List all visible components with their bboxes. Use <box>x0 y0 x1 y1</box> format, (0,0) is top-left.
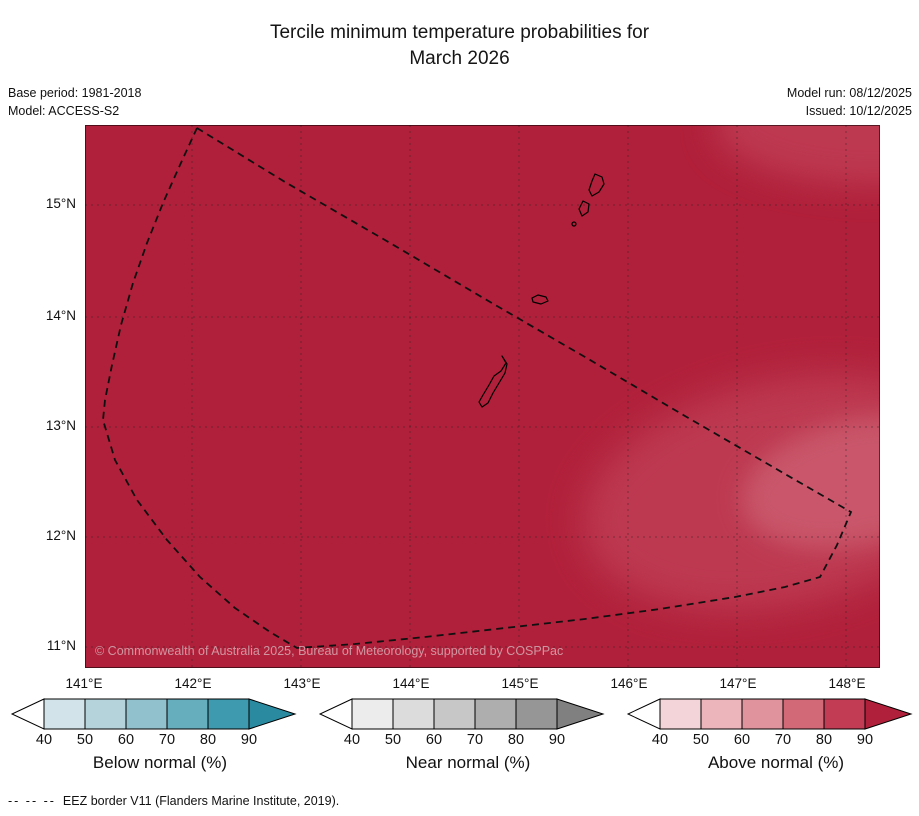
lat-tick-label-13n: 13°N <box>45 418 76 433</box>
island-guam <box>478 355 508 408</box>
colorbar-below-normal <box>10 698 310 730</box>
lon-tick-label-146e: 146°E <box>610 676 648 691</box>
lat-tick-label-11n: 11°N <box>46 638 76 653</box>
meta-right: Model run: 08/12/2025 Issued: 10/12/2025 <box>787 84 912 120</box>
legend-near-normal: 40 50 60 70 80 90 Near normal (%) <box>318 698 618 773</box>
title-line-1: Tercile minimum temperature probabilitie… <box>269 22 650 43</box>
island-aguijan <box>571 221 577 227</box>
lon-tick-label-147e: 147°E <box>719 676 757 691</box>
model-text: Model: ACCESS-S2 <box>8 104 120 118</box>
model-run-text: Model run: 08/12/2025 <box>786 86 912 100</box>
axis-ticks <box>85 205 846 668</box>
island-tinian <box>578 200 590 217</box>
lon-tick-label-141e: 141°E <box>65 676 103 691</box>
meta-left: Base period: 1981-2018 Model: ACCESS-S2 <box>8 84 141 120</box>
island-saipan <box>588 173 605 197</box>
figure-title: Tercile minimum temperature probabilitie… <box>0 20 919 72</box>
colorbar-near-normal <box>318 698 618 730</box>
lon-tick-label-145e: 145°E <box>501 676 539 691</box>
lon-tick-label-148e: 148°E <box>828 676 866 691</box>
map-overlay <box>85 125 880 668</box>
title-line-2: March 2026 <box>409 48 510 69</box>
colorbar-below-normal-ticks: 40 50 60 70 80 90 <box>35 732 258 748</box>
lon-tick-label-144e: 144°E <box>392 676 430 691</box>
map-area: © Commonwealth of Australia 2025, Bureau… <box>85 125 880 668</box>
lat-tick-label-15n: 15°N <box>45 196 76 211</box>
colorbar-near-normal-ticks: 40 50 60 70 80 90 <box>343 732 566 748</box>
map-frame <box>85 125 880 668</box>
dashed-line-sample: -- -- -- <box>8 794 56 808</box>
grid-lines <box>85 125 880 668</box>
lat-tick-label-14n: 14°N <box>45 308 76 323</box>
legend-above-normal: 40 50 60 70 80 90 Above normal (%) <box>626 698 919 773</box>
eez-border-line <box>102 127 853 649</box>
legend-caption-below-normal: Below normal (%) <box>92 753 228 772</box>
issued-text: Issued: 10/12/2025 <box>805 104 912 118</box>
base-period-text: Base period: 1981-2018 <box>8 86 142 100</box>
lon-tick-label-142e: 142°E <box>174 676 212 691</box>
legend-caption-above-normal: Above normal (%) <box>707 753 845 772</box>
lon-tick-label-143e: 143°E <box>283 676 321 691</box>
legend-below-normal: 40 50 60 70 80 90 Below normal (%) <box>10 698 310 773</box>
copyright-notice: © Commonwealth of Australia 2025, Bureau… <box>95 644 564 658</box>
colorbar-above-normal <box>626 698 919 730</box>
legend-caption-near-normal: Near normal (%) <box>405 753 531 772</box>
colorbar-above-normal-ticks: 40 50 60 70 80 90 <box>651 732 874 748</box>
island-outlines <box>478 173 605 408</box>
lat-tick-label-12n: 12°N <box>45 528 76 543</box>
island-rota <box>531 294 549 305</box>
footnote-eez: -- -- -- EEZ border V11 (Flanders Marine … <box>8 794 339 808</box>
footnote-text: EEZ border V11 (Flanders Marine Institut… <box>62 794 340 808</box>
